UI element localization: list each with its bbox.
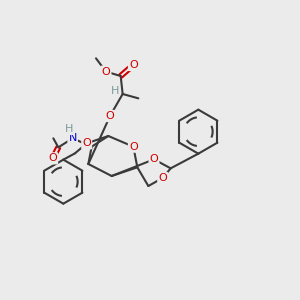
Text: O: O xyxy=(158,173,167,183)
Text: O: O xyxy=(48,153,57,163)
Text: O: O xyxy=(102,67,110,77)
Text: H: H xyxy=(65,124,73,134)
Text: O: O xyxy=(129,142,138,152)
Text: H: H xyxy=(110,86,119,96)
Text: N: N xyxy=(68,133,77,143)
Text: O: O xyxy=(150,154,158,164)
Text: O: O xyxy=(106,111,114,121)
Text: O: O xyxy=(82,138,91,148)
Text: O: O xyxy=(129,60,138,70)
